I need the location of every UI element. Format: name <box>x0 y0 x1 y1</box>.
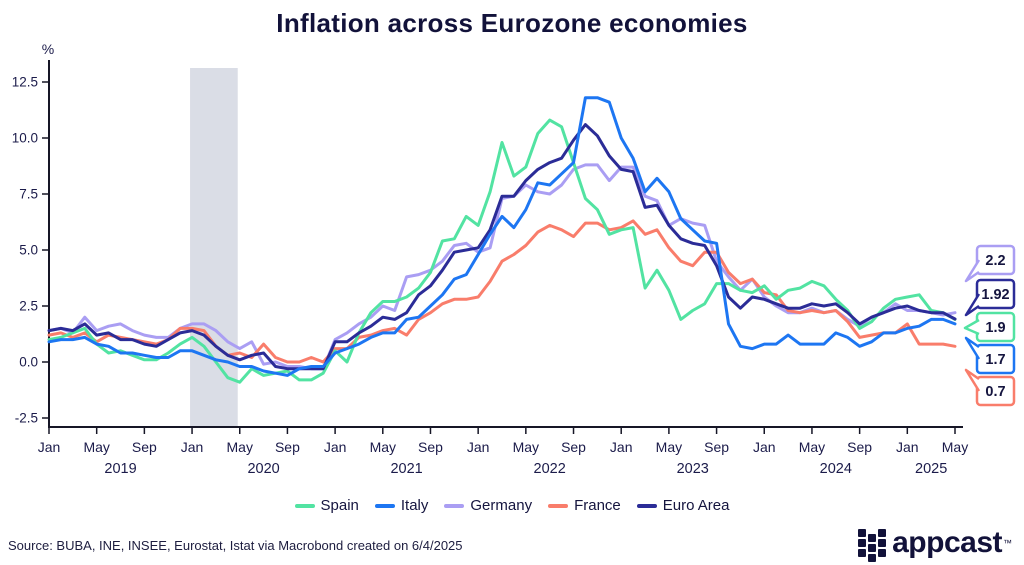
legend-label: Spain <box>320 497 359 514</box>
x-axis-month-label: Sep <box>561 439 586 455</box>
source-note: Source: BUBA, INE, INSEE, Eurostat, Ista… <box>8 538 463 553</box>
logo-square <box>868 554 877 562</box>
chart-title: Inflation across Eurozone economies <box>276 8 748 38</box>
y-axis-tick-label: 12.5 <box>12 75 38 90</box>
logo-square <box>868 534 877 542</box>
logo-square <box>868 544 877 552</box>
y-axis-unit-label: % <box>42 41 54 57</box>
x-axis-month-label: Jan <box>753 439 776 455</box>
x-axis-month-label: May <box>513 439 539 455</box>
x-axis-month-label: Jan <box>896 439 919 455</box>
x-axis-month-label: Sep <box>132 439 157 455</box>
legend: Spain Italy Germany France Euro Area <box>0 497 1024 514</box>
series-line-france <box>47 219 957 364</box>
series-line-euro-area <box>47 123 957 371</box>
x-axis-year-label: 2025 <box>915 461 947 477</box>
callout-tail-euro-area <box>964 293 981 317</box>
logo-square <box>878 549 887 557</box>
y-axis-tick-label: -2.5 <box>15 411 38 426</box>
x-axis-month-label: May <box>799 439 825 455</box>
appcast-wordmark: appcast <box>892 526 1002 559</box>
x-axis-year-label: 2023 <box>677 461 709 477</box>
legend-label: Germany <box>470 497 533 514</box>
logo-square <box>858 529 867 537</box>
x-axis-month-label: May <box>83 439 109 455</box>
x-axis-month-label: May <box>656 439 682 455</box>
legend-item-spain: Spain <box>294 497 359 514</box>
logo-square <box>878 529 887 537</box>
end-value-label-spain: 1.9 <box>985 320 1005 336</box>
y-axis-tick-label: 2.5 <box>19 299 38 314</box>
logo-square <box>858 549 867 557</box>
end-value-label-france: 0.7 <box>985 384 1005 400</box>
x-axis-year-label: 2024 <box>820 461 852 477</box>
appcast-logo-icon-column <box>868 534 877 562</box>
callout-tail-france <box>964 368 981 392</box>
x-axis-month-label: Jan <box>38 439 61 455</box>
x-axis-month-label: Jan <box>324 439 347 455</box>
x-axis-month-label: Jan <box>610 439 633 455</box>
x-axis-month-label: Jan <box>467 439 490 455</box>
legend-item-germany: Germany <box>444 497 532 514</box>
legend-label: France <box>574 497 621 514</box>
logo-square <box>878 539 887 547</box>
appcast-logo-icon <box>858 529 887 562</box>
callout-tail-italy <box>964 336 981 360</box>
x-axis-month-label: Sep <box>275 439 300 455</box>
series-line-italy <box>47 96 957 377</box>
legend-swatch-france <box>548 503 569 508</box>
x-axis-year-label: 2021 <box>390 461 422 477</box>
appcast-logo-icon-column <box>878 529 887 557</box>
logo-square <box>858 539 867 547</box>
callout-tail-spain <box>963 318 980 336</box>
legend-swatch-italy <box>374 503 395 508</box>
legend-item-france: France <box>548 497 621 514</box>
legend-label: Italy <box>400 497 429 514</box>
y-axis-tick-label: 10.0 <box>12 131 38 146</box>
x-axis-month-label: Sep <box>418 439 443 455</box>
series-line-spain <box>47 118 957 384</box>
end-value-label-euro-area: 1.92 <box>981 287 1009 303</box>
callout-tail-germany <box>964 259 981 283</box>
y-axis-tick-label: 7.5 <box>19 187 38 202</box>
x-axis-month-label: Jan <box>181 439 204 455</box>
footer: Source: BUBA, INE, INSEE, Eurostat, Ista… <box>0 524 1024 565</box>
legend-swatch-germany <box>444 503 465 508</box>
end-value-label-italy: 1.7 <box>985 352 1005 368</box>
y-axis-tick-label: 5.0 <box>19 243 38 258</box>
legend-swatch-euro-area <box>636 503 657 508</box>
x-axis-month-label: May <box>942 439 968 455</box>
trademark-symbol: ™ <box>1003 538 1012 548</box>
end-value-callout-italy <box>975 343 1016 375</box>
end-value-callout-france <box>975 375 1016 407</box>
legend-label: Euro Area <box>662 497 730 514</box>
appcast-logo-icon-column <box>858 529 867 557</box>
legend-item-euro-area: Euro Area <box>636 497 730 514</box>
legend-swatch-spain <box>294 503 315 508</box>
end-value-callout-euro-area <box>975 278 1016 310</box>
y-axis-tick-label: 0.0 <box>19 355 38 370</box>
legend-item-italy: Italy <box>374 497 429 514</box>
x-axis-month-label: Sep <box>704 439 729 455</box>
x-axis-year-label: 2019 <box>104 461 136 477</box>
x-axis-year-label: 2022 <box>534 461 566 477</box>
end-value-callout-germany <box>975 244 1016 276</box>
x-axis-month-label: May <box>370 439 396 455</box>
x-axis-year-label: 2020 <box>247 461 279 477</box>
end-value-label-germany: 2.2 <box>985 253 1005 269</box>
x-axis-month-label: Sep <box>847 439 872 455</box>
appcast-logo: appcast ™ <box>858 524 1012 562</box>
x-axis-month-label: May <box>227 439 253 455</box>
recession-band <box>190 68 238 427</box>
